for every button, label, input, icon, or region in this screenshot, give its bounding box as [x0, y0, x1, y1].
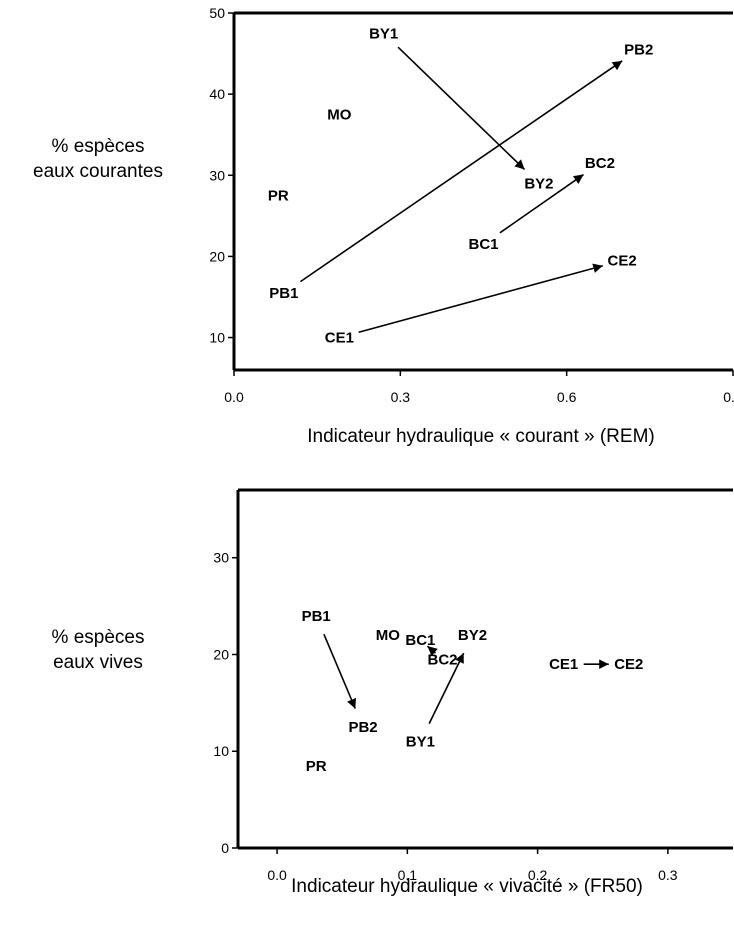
x-axis-title: Indicateur hydraulique « vivacité » (FR5…: [291, 876, 643, 897]
point-label-ce1: CE1: [549, 656, 578, 673]
point-label-by1: BY1: [406, 734, 435, 751]
arrow-pb1-to-pb2: [323, 633, 357, 709]
y-tick-label: 30: [213, 550, 229, 566]
point-label-by1: BY1: [369, 25, 398, 42]
chart1-ylabel-line1: % espèces: [51, 136, 145, 157]
y-tick-label: 50: [209, 5, 225, 21]
point-label-ce2: CE2: [608, 252, 637, 269]
point-label-ce2: CE2: [614, 656, 643, 673]
point-label-mo: MO: [327, 106, 351, 123]
point-label-mo: MO: [376, 627, 400, 644]
point-label-pr: PR: [306, 758, 327, 775]
y-tick-label: 40: [209, 86, 225, 102]
x-tick-label: 0.0: [267, 867, 287, 883]
x-tick-label: 0.9: [723, 389, 734, 405]
chart1-ylabel: % espèces eaux courantes: [0, 134, 196, 184]
point-label-ce1: CE1: [325, 330, 354, 347]
arrow-by1-to-by2: [397, 46, 526, 171]
x-tick-label: 0.3: [658, 867, 678, 883]
point-label-bc2: BC2: [428, 651, 458, 668]
arrow-by1-to-by2: [428, 652, 465, 724]
chart-top: 10 20 30 40 50 0.0 0.3 0.6 0.9 Indicateur hydraul…: [209, 5, 734, 447]
y-tick-label: 30: [209, 167, 225, 183]
arrow-ce1-to-ce2: [358, 263, 604, 334]
chart-bottom: 0 10 20 30 0.0 0.1 0.2 0.3 Indicateur hydrauliqu…: [213, 488, 733, 897]
x-tick-label: 0.2: [528, 867, 548, 883]
point-label-pb1: PB1: [269, 285, 298, 302]
y-tick-label: 20: [209, 248, 225, 264]
point-label-pb1: PB1: [302, 608, 331, 625]
x-axis-title: Indicateur hydraulique « courant » (REM): [307, 426, 654, 447]
point-label-bc1: BC1: [405, 632, 435, 649]
y-tick-label: 0: [221, 840, 229, 856]
y-tick-label: 10: [213, 743, 229, 759]
y-tick-label: 20: [213, 646, 229, 662]
arrow-bc1-to-bc2: [499, 173, 584, 234]
arrow-bc1-to-bc2: [426, 645, 438, 657]
point-label-pb2: PB2: [348, 719, 377, 736]
point-label-by2: BY2: [524, 175, 553, 192]
chart1-ylabel-line2: eaux courantes: [33, 161, 163, 182]
chart2-ylabel-line2: eaux vives: [53, 652, 143, 673]
chart2-ylabel: % espèces eaux vives: [0, 625, 196, 675]
point-label-pb2: PB2: [624, 42, 653, 59]
x-tick-label: 0.1: [398, 867, 418, 883]
x-tick-label: 0.0: [224, 389, 244, 405]
arrow-pb1-to-pb2: [299, 60, 623, 283]
x-tick-label: 0.6: [557, 389, 577, 405]
point-label-bc1: BC1: [468, 236, 498, 253]
x-tick-label: 0.3: [391, 389, 411, 405]
point-label-by2: BY2: [458, 627, 487, 644]
point-label-bc2: BC2: [585, 155, 615, 172]
y-tick-label: 10: [209, 330, 225, 346]
point-label-pr: PR: [268, 188, 289, 205]
chart2-ylabel-line1: % espèces: [51, 627, 145, 648]
